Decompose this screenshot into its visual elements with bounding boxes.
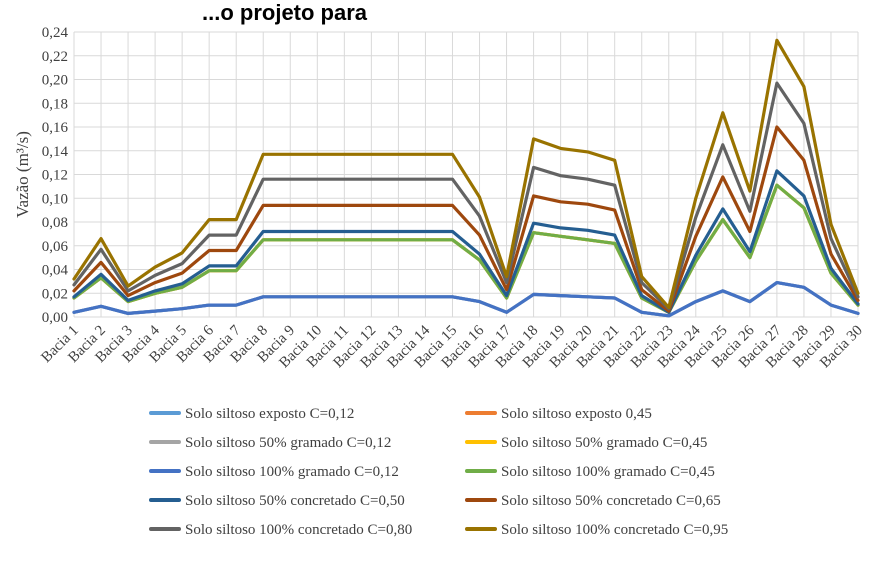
legend: Solo siltoso exposto C=0,12 Solo siltoso … (149, 406, 728, 538)
y-tick-label: 0,22 (42, 49, 68, 65)
legend-label: Solo siltoso 100% concretado C=0,80 (185, 522, 412, 538)
y-tick-label: 0,00 (42, 310, 68, 326)
y-tick-label: 0,16 (42, 120, 69, 136)
legend-label: Solo siltoso 50% gramado C=0,12 (185, 435, 391, 451)
series-line (72, 38, 860, 310)
series-lines (72, 38, 860, 318)
y-tick-label: 0,18 (42, 96, 68, 112)
chart-title: ...o projeto para (202, 0, 368, 25)
series-line (72, 183, 860, 314)
series-line (72, 125, 860, 313)
y-tick-label: 0,12 (42, 168, 68, 184)
legend-label: Solo siltoso 100% concretado C=0,95 (501, 522, 728, 538)
series-line (72, 281, 860, 318)
y-tick-label: 0,10 (42, 191, 68, 207)
legend-label: Solo siltoso 50% concretado C=0,50 (185, 493, 405, 509)
y-tick-label: 0,04 (42, 263, 69, 279)
y-tick-label: 0,02 (42, 286, 68, 302)
y-tick-label: 0,24 (42, 25, 69, 41)
y-tick-label: 0,08 (42, 215, 68, 231)
y-axis-label: Vazão (m³/s) (13, 131, 32, 218)
legend-label: Solo siltoso 50% gramado C=0,45 (501, 435, 707, 451)
series-line (72, 169, 860, 314)
y-tick-label: 0,14 (42, 144, 69, 160)
y-tick-label: 0,20 (42, 73, 68, 89)
legend-label: Solo siltoso exposto 0,45 (501, 406, 652, 422)
grid (73, 31, 859, 318)
legend-label: Solo siltoso exposto C=0,12 (185, 406, 354, 422)
series-line (72, 81, 860, 311)
y-axis-ticks: 0,00 0,02 0,04 0,06 0,08 0,10 0,12 0,14 0,16 0,18… (42, 25, 69, 326)
legend-label: Solo siltoso 100% gramado C=0,45 (501, 464, 715, 480)
y-tick-label: 0,06 (42, 239, 69, 255)
legend-label: Solo siltoso 50% concretado C=0,65 (501, 493, 721, 509)
legend-label: Solo siltoso 100% gramado C=0,12 (185, 464, 399, 480)
